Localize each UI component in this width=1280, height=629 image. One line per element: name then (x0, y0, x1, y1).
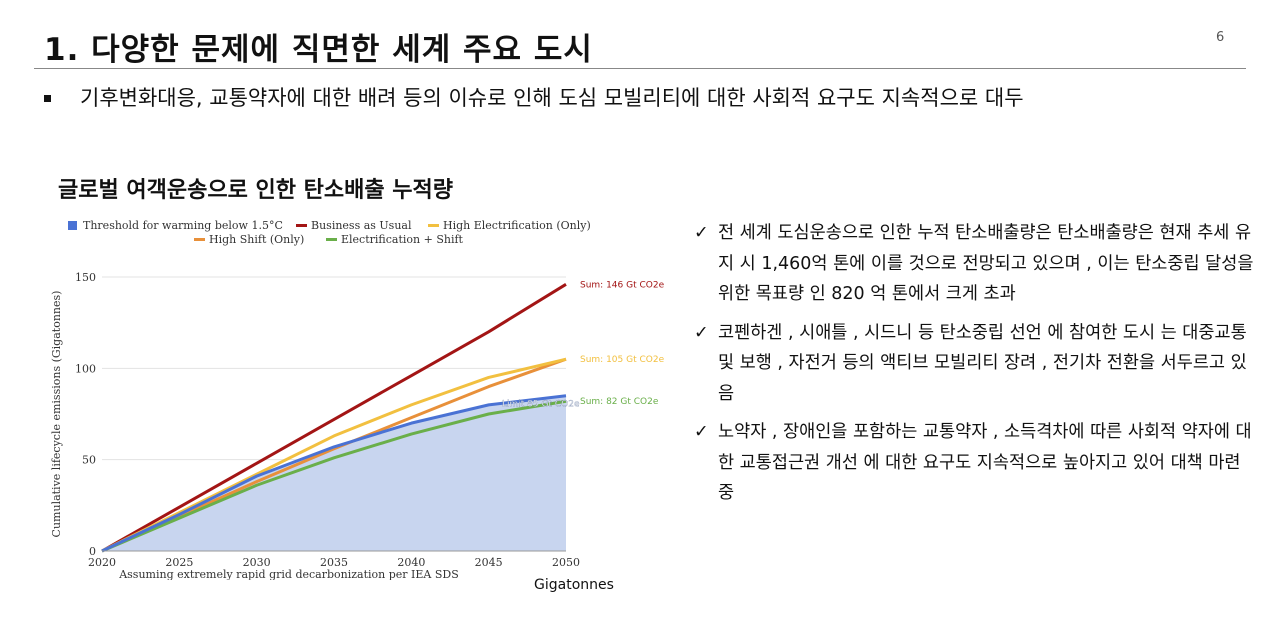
x-tick-label: 2035 (320, 556, 348, 569)
checkmark-icon: ✓ (694, 322, 709, 343)
x-tick-label: 2020 (88, 556, 116, 569)
page-number: 6 (1216, 30, 1225, 45)
threshold-area (102, 395, 566, 551)
series-sum-label: Sum: 146 Gt CO2e (580, 280, 665, 290)
y-axis-title: Cumulative lifecycle emissions (Gigatonn… (50, 291, 63, 538)
x-tick-label: 2030 (243, 556, 271, 569)
legend-label: Business as Usual (311, 219, 412, 232)
x-tick-label: 2040 (397, 556, 425, 569)
slide-title: 1. 다양한 문제에 직면한 세계 주요 도시 (44, 32, 593, 68)
series-line-electrification-shift (101, 399, 567, 553)
checkmark-icon: ✓ (694, 422, 709, 442)
chart-legend: Threshold for warming below 1.5°C Busines… (68, 219, 591, 246)
y-tick-label: 0 (89, 545, 96, 558)
note-text: 노약자 , 장애인을 포함하는 교통약자 , 소득격차에 따른 사회적 약자에 … (718, 422, 1252, 503)
legend-label: Threshold for warming below 1.5°C (83, 219, 283, 232)
series-line-high-shift-only- (101, 357, 567, 553)
series-sum-label: Sum: 105 Gt CO2e (580, 355, 665, 365)
legend-label: High Electrification (Only) (443, 219, 591, 232)
y-tick-label: 50 (82, 454, 96, 467)
series-line-threshold-for-warming-below-1-5-c (101, 394, 567, 553)
chart-heading: 글로벌 여객운송으로 인한 탄소배출 누적량 (58, 178, 453, 203)
square-bullet-icon (44, 95, 51, 102)
x-tick-label: 2050 (552, 556, 580, 569)
note-text: 코펜하겐 , 시애틀 , 시드니 등 탄소중립 선언 에 참여한 도시 는 대중… (718, 322, 1247, 404)
title-divider (34, 68, 1246, 69)
chart-plot-area: Limit 85 Gt CO2e Sum: 146 Gt CO2e Sum: 105… (101, 280, 665, 553)
note-item: ✓ 노약자 , 장애인을 포함하는 교통약자 , 소득격차에 따른 사회적 약자… (694, 417, 1254, 509)
note-item: ✓ 코펜하겐 , 시애틀 , 시드니 등 탄소중립 선언 에 참여한 도시 는 … (694, 318, 1254, 410)
x-axis-title: Assuming extremely rapid grid decarboniz… (118, 568, 459, 580)
series-sum-label: Sum: 82 Gt CO2e (580, 397, 659, 407)
main-bullet-text: 기후변화대응, 교통약자에 대한 배려 등의 이슈로 인해 도심 모빌리티에 대… (80, 86, 1024, 110)
y-tick-label: 100 (75, 362, 96, 375)
emissions-chart: Threshold for warming below 1.5°C Busines… (50, 219, 665, 580)
checkmark-icon: ✓ (694, 223, 709, 243)
legend-label: Electrification + Shift (341, 233, 464, 246)
notes-panel: ✓ 전 세계 도심운송으로 인한 누적 탄소배출량은 탄소배출량은 현재 추세 … (694, 218, 1254, 517)
series-line-high-electrification-only- (101, 357, 567, 553)
legend-swatch (68, 221, 77, 230)
note-item: ✓ 전 세계 도심운송으로 인한 누적 탄소배출량은 탄소배출량은 현재 추세 … (694, 218, 1254, 310)
chart-axes: 0 50 100 150 2020 2025 2030 2035 2040 2045 2050 Cum… (50, 271, 580, 580)
y-tick-label: 150 (75, 271, 96, 284)
limit-label: Limit 85 Gt CO2e (502, 400, 580, 410)
series-line-business-as-usual (101, 283, 567, 553)
unit-label: Gigatonnes (534, 577, 614, 593)
x-tick-label: 2045 (475, 556, 503, 569)
x-tick-label: 2025 (165, 556, 193, 569)
note-text: 전 세계 도심운송으로 인한 누적 탄소배출량은 탄소배출량은 현재 추세 유지… (718, 223, 1254, 304)
legend-label: High Shift (Only) (209, 233, 304, 246)
